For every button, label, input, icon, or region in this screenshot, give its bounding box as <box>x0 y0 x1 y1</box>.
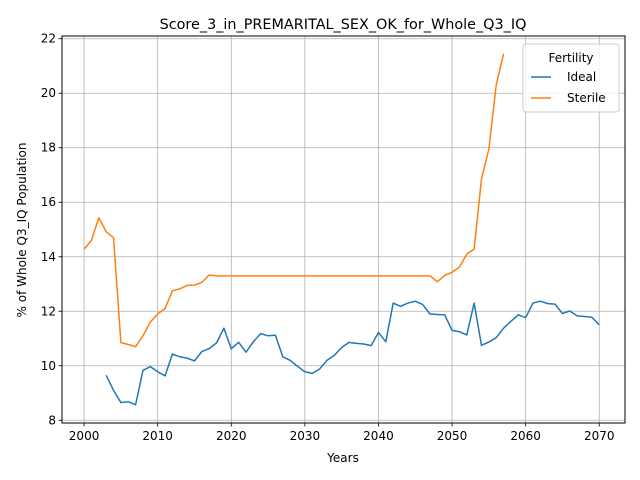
x-tick-label: 2030 <box>290 429 321 443</box>
y-tick-label: 18 <box>41 141 56 155</box>
x-tick-label: 2000 <box>69 429 100 443</box>
x-tick-label: 2040 <box>363 429 394 443</box>
y-tick-label: 10 <box>41 359 56 373</box>
y-axis-ticks: 8 10 12 14 16 18 20 22 <box>41 32 62 427</box>
axes-frame <box>61 35 626 424</box>
x-tick-label: 2060 <box>510 429 541 443</box>
legend-label-ideal: Ideal <box>567 70 596 84</box>
y-tick-label: 22 <box>41 32 56 46</box>
x-tick-label: 2010 <box>142 429 173 443</box>
series-lines <box>83 53 600 406</box>
y-tick-label: 14 <box>41 250 56 264</box>
y-tick-label: 20 <box>41 86 56 100</box>
series-line-sterile <box>83 53 505 348</box>
y-tick-label: 8 <box>48 413 56 427</box>
y-tick-label: 12 <box>41 304 56 318</box>
chart-title: Score_3_in_PREMARITAL_SEX_OK_for_Whole_Q… <box>160 17 527 33</box>
legend-label-sterile: Sterile <box>567 91 606 105</box>
x-tick-label: 2020 <box>216 429 247 443</box>
x-tick-label: 2070 <box>584 429 615 443</box>
legend-title: Fertility <box>548 51 593 65</box>
y-axis-title: % of Whole Q3_IQ Population <box>15 143 29 318</box>
y-tick-label: 16 <box>41 195 56 209</box>
legend: Fertility Ideal Sterile <box>522 43 620 113</box>
series-line-ideal <box>105 300 600 406</box>
legend-box <box>522 43 620 113</box>
x-axis-title: Years <box>326 451 359 465</box>
x-tick-label: 2050 <box>437 429 468 443</box>
x-axis-ticks: 2000 2010 2020 2030 2040 2050 2060 2070 <box>69 423 615 443</box>
